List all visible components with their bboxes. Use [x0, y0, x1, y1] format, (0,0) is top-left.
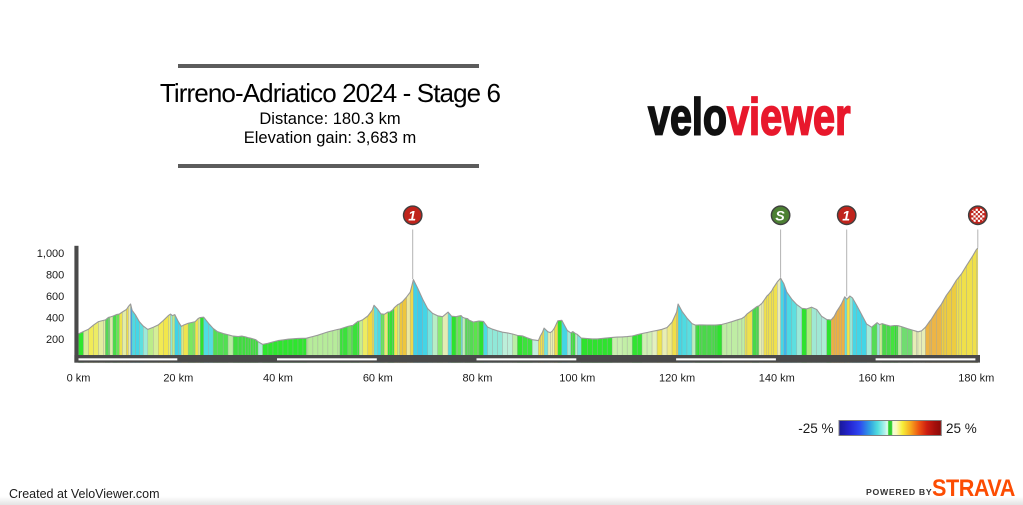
svg-text:velo: velo [648, 89, 727, 147]
svg-text:1: 1 [842, 207, 850, 223]
svg-text:1: 1 [408, 207, 416, 223]
svg-text:20 km: 20 km [163, 373, 193, 385]
svg-text:600: 600 [46, 291, 64, 303]
svg-text:viewer: viewer [727, 89, 851, 147]
svg-text:S: S [775, 207, 785, 223]
svg-text:800: 800 [46, 270, 64, 282]
svg-text:25 %: 25 % [946, 421, 977, 436]
svg-text:60 km: 60 km [363, 373, 393, 385]
svg-text:-25 %: -25 % [798, 421, 833, 436]
svg-text:0 km: 0 km [67, 373, 91, 385]
svg-text:160 km: 160 km [859, 373, 895, 385]
svg-text:400: 400 [46, 313, 64, 325]
svg-text:40 km: 40 km [263, 373, 293, 385]
svg-text:80 km: 80 km [463, 373, 493, 385]
svg-text:100 km: 100 km [559, 373, 595, 385]
svg-text:200: 200 [46, 334, 64, 346]
svg-text:1,000: 1,000 [37, 248, 65, 260]
svg-text:180 km: 180 km [958, 373, 994, 385]
svg-text:120 km: 120 km [659, 373, 695, 385]
svg-text:140 km: 140 km [759, 373, 795, 385]
